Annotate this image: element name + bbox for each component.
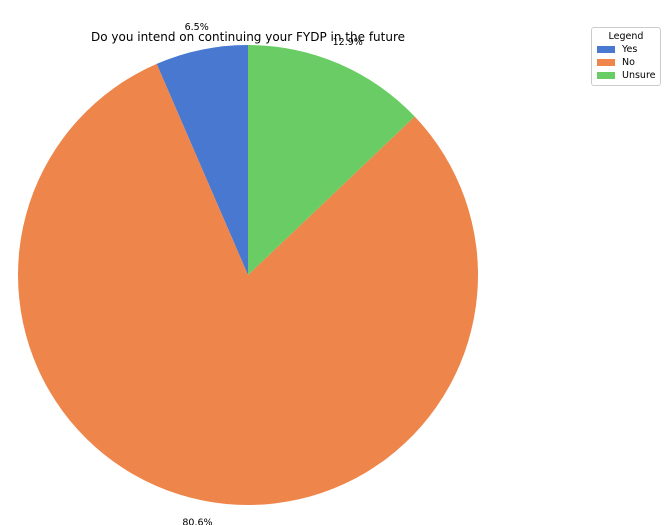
legend-swatch-yes: [597, 46, 615, 53]
pie-slice-yes: [156, 45, 248, 275]
legend: Legend Yes No Unsure: [591, 27, 661, 86]
legend-item-unsure: Unsure: [597, 69, 656, 82]
legend-item-yes: Yes: [597, 43, 655, 56]
chart-title: Do you intend on continuing your FYDP in…: [91, 30, 405, 44]
legend-label-yes: Yes: [622, 44, 638, 55]
pie-slice-unsure: [248, 45, 415, 275]
pie-label-yes: 6.5%: [185, 22, 209, 33]
pie-slice-no: [17, 63, 479, 506]
legend-title: Legend: [608, 31, 644, 42]
pie-slices: [17, 45, 479, 506]
legend-swatch-no: [597, 59, 615, 66]
pie-label-no: 80.6%: [182, 517, 212, 525]
legend-swatch-unsure: [597, 72, 615, 79]
pie-percent-labels: 6.5% 80.6% 12.9%: [182, 22, 362, 525]
legend-item-no: No: [597, 56, 655, 69]
pie-label-unsure: 12.9%: [333, 37, 363, 48]
legend-label-no: No: [622, 57, 635, 68]
legend-label-unsure: Unsure: [622, 70, 656, 81]
